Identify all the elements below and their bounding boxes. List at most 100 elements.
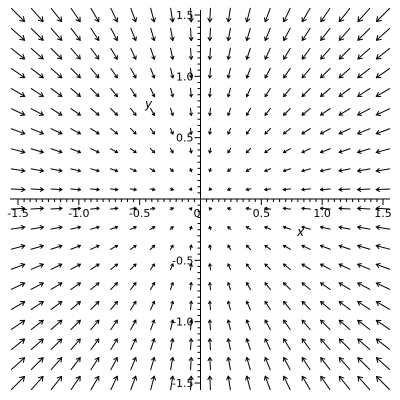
vector-arrow-head-left [357, 357, 363, 360]
vector-arrow [169, 127, 174, 135]
vector-arrow-shaft [264, 7, 271, 23]
vector-arrow [338, 7, 351, 23]
vector-arrow [189, 319, 194, 331]
vector-arrow-head-right [94, 357, 100, 360]
vector-arrow-head-right [375, 19, 382, 23]
vector-arrow-shaft [110, 263, 118, 270]
vector-arrow [70, 108, 81, 116]
vector-arrow-head-right [263, 375, 266, 381]
vector-arrow-shaft [209, 127, 212, 135]
vector-arrow-head-right [301, 282, 304, 287]
vector-arrow-shaft [246, 319, 251, 331]
vector-arrow-head-right [190, 131, 193, 135]
vector-arrow [357, 88, 371, 97]
vector-arrow-shaft [10, 188, 26, 191]
vector-arrow-head-left [282, 17, 285, 23]
y-tick-label: 1.0 [176, 70, 194, 83]
vector-arrow-shaft [375, 357, 391, 371]
vector-arrow-head-right [320, 301, 323, 306]
vector-arrow-head-left [188, 18, 192, 23]
vector-arrow [207, 338, 213, 351]
vector-arrow [50, 375, 63, 391]
vector-arrow-head-right [78, 73, 81, 79]
vector-arrow-shaft [357, 7, 371, 23]
vector-arrow-head-right [115, 187, 119, 191]
vector-arrow-shaft [110, 87, 118, 98]
vector-arrow-shaft [30, 68, 44, 79]
vector-arrow-shaft [246, 87, 251, 98]
vector-arrow [208, 127, 212, 135]
vector-arrow-head-right [357, 226, 361, 230]
vector-arrow [283, 300, 291, 311]
vector-arrow-shaft [227, 263, 232, 271]
vector-arrow-shaft [227, 67, 231, 79]
vector-arrow [50, 301, 63, 310]
vector-arrow-head-right [77, 187, 81, 191]
vector-arrow-head-left [338, 54, 341, 60]
vector-arrow [30, 7, 44, 23]
vector-arrow [357, 68, 371, 79]
vector-arrow-head-left [78, 301, 81, 306]
vector-arrow-head-left [172, 357, 175, 362]
vector-arrow-head-right [151, 357, 155, 361]
vector-arrow-head-left [338, 35, 341, 41]
vector-arrow-head-right [132, 300, 137, 304]
vector-arrow [357, 375, 371, 391]
vector-arrow-head-right [190, 187, 193, 191]
vector-arrow-shaft [320, 188, 331, 191]
vector-arrow-head-left [22, 319, 26, 325]
vector-arrow [170, 87, 175, 98]
vector-arrow-head-right [20, 281, 26, 284]
vector-arrow-shaft [338, 108, 351, 116]
vector-arrow [227, 244, 232, 251]
vector-arrow-head-left [59, 263, 63, 268]
vector-arrow-head-left [357, 338, 363, 341]
vector-arrow [282, 225, 292, 230]
vector-arrow-shaft [189, 263, 192, 271]
vector-arrow [50, 263, 63, 270]
vector-arrow-shaft [301, 357, 311, 371]
vector-arrow-head-right [20, 262, 26, 265]
vector-arrow-head-left [172, 375, 175, 381]
vector-arrow [338, 148, 351, 154]
vector-arrow-shaft [264, 148, 272, 154]
vector-arrow-head-right [209, 112, 212, 116]
vector-arrow-head-right [57, 319, 63, 322]
vector-arrow [245, 47, 251, 60]
vector-arrow [170, 319, 175, 331]
vector-arrow [338, 88, 351, 97]
vector-arrow-head-left [75, 38, 81, 41]
vector-arrow-shaft [30, 47, 44, 60]
vector-arrow [130, 375, 138, 391]
vector-arrow [169, 147, 174, 154]
vector-arrow-head-left [39, 189, 44, 192]
vector-arrow-shaft [70, 301, 81, 310]
vector-arrow-head-right [75, 357, 81, 360]
vector-arrow-shaft [130, 127, 137, 135]
axes-layer: -1.5 -1.0 -0.5 0 0.5 1.0 1.5 -1.5 -1.0 -0.5 0.5 1.… [7, 9, 392, 390]
vector-arrow [320, 148, 331, 154]
vector-arrow [264, 168, 272, 173]
vector-arrow-head-left [188, 37, 192, 41]
vector-arrow [130, 127, 137, 135]
vector-arrow [70, 357, 81, 371]
vector-arrow-shaft [301, 27, 311, 41]
vector-arrow-head-left [264, 36, 266, 41]
vector-arrow-head-left [375, 129, 380, 135]
vector-arrow-shaft [70, 168, 81, 172]
vector-arrow [338, 47, 351, 60]
vector-arrow-shaft [150, 282, 155, 291]
vector-arrow [129, 148, 137, 154]
vector-arrow-head-left [135, 375, 138, 381]
vector-arrow-shaft [264, 168, 272, 172]
vector-arrow [282, 357, 291, 371]
vector-arrow [226, 87, 231, 98]
vector-arrow-head-right [151, 300, 155, 304]
vector-arrow-head-left [22, 338, 26, 344]
vector-arrow-shaft [170, 27, 174, 41]
vector-arrow-head-right [226, 375, 229, 381]
vector-arrow-shaft [283, 338, 291, 351]
vector-arrow-head-right [246, 56, 250, 60]
vector-arrow-head-left [21, 226, 26, 231]
vector-arrow [357, 148, 371, 154]
